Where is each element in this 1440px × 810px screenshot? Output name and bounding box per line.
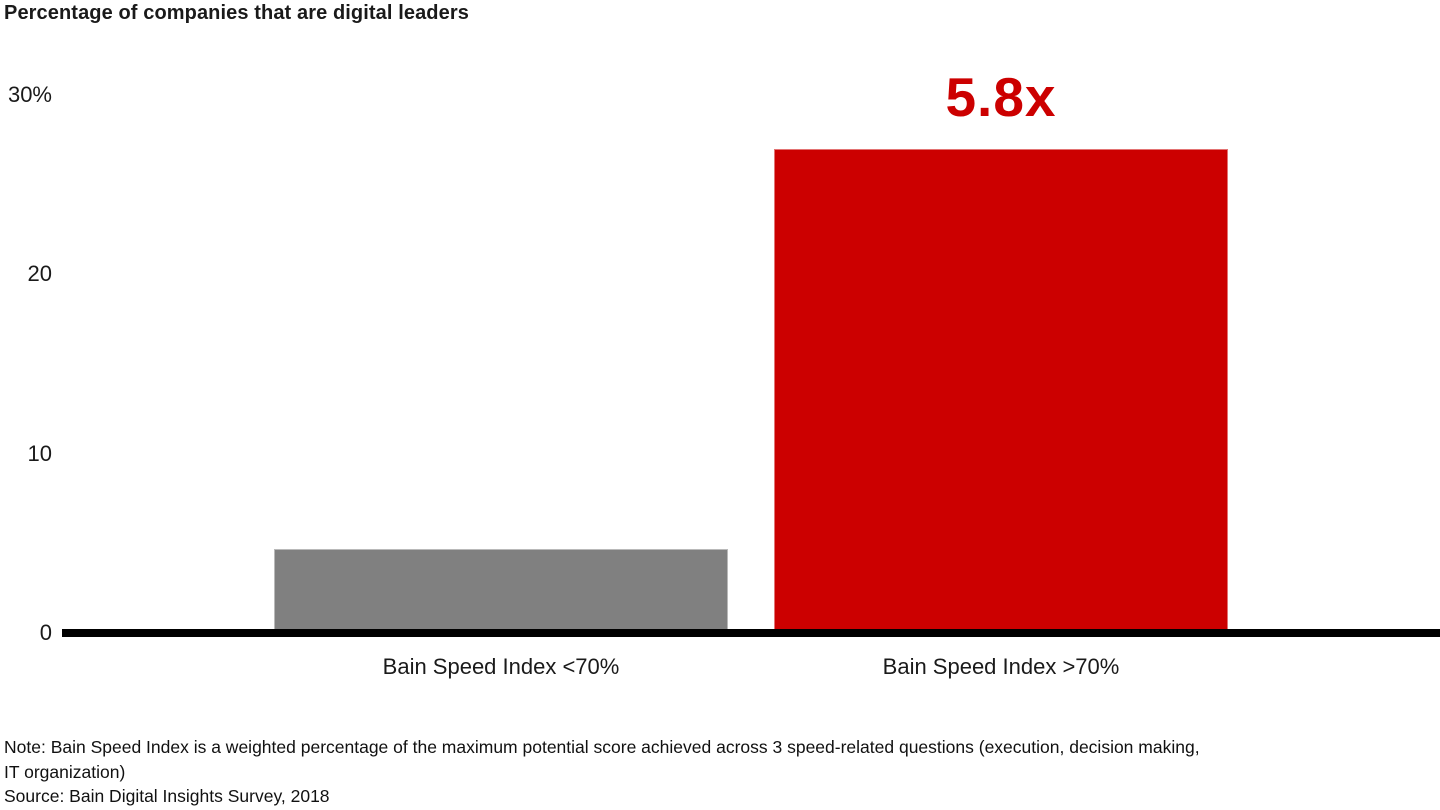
bar-multiplier-annotation: 5.8x [945, 66, 1057, 128]
x-category-label: Bain Speed Index >70% [882, 654, 1120, 679]
y-tick-label: 0 [39, 620, 52, 645]
source-text: Source: Bain Digital Insights Survey, 20… [4, 786, 330, 806]
y-tick-label: 20 [27, 261, 52, 287]
bar-speed-index-above-70 [774, 148, 1228, 633]
y-tick-label: 30% [7, 82, 52, 107]
note-text-line-2: IT organization) [4, 761, 126, 782]
note-text-line-1: Note: Bain Speed Index is a weighted per… [4, 737, 1200, 757]
chart-title: Percentage of companies that are digital… [4, 2, 469, 24]
footnote: Note: Bain Speed Index is a weighted per… [4, 735, 1200, 809]
x-category-label: Bain Speed Index <70% [382, 654, 620, 679]
x-axis-line [62, 629, 1440, 637]
bar-speed-index-below-70 [274, 548, 728, 633]
y-tick-label: 10 [27, 440, 52, 466]
